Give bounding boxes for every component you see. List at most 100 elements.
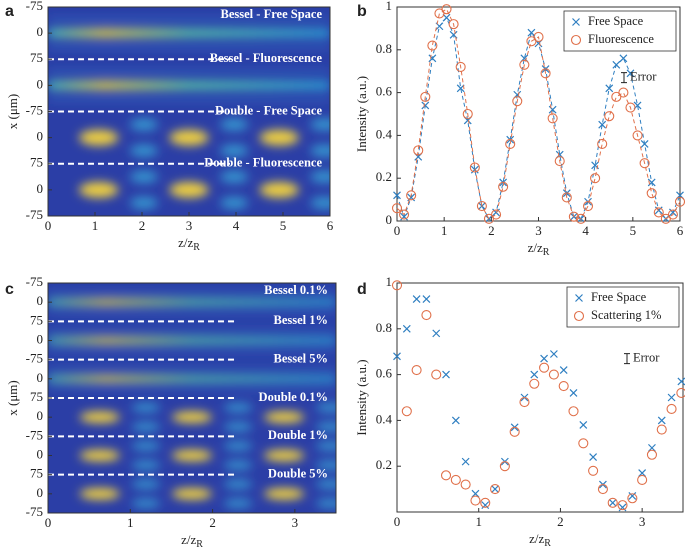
x-axis-label-main: z/z: [528, 240, 543, 255]
point-o: [519, 397, 530, 408]
legend-box: [563, 10, 677, 52]
y-tick-label: 0.2: [376, 457, 392, 472]
cross: [530, 370, 539, 379]
beam-spot: [264, 411, 305, 423]
x-tick-label: 3: [186, 218, 193, 233]
beam-lobe: [129, 196, 158, 210]
point-o: [448, 19, 459, 30]
cross: [491, 485, 499, 494]
beam-lobe: [310, 118, 330, 131]
cross: [422, 295, 431, 303]
point-o: [421, 310, 432, 321]
point-x: [422, 295, 431, 303]
cross: [608, 498, 617, 507]
cross: [549, 350, 558, 358]
beam-band: [48, 375, 336, 383]
point-o: [529, 378, 540, 389]
point-o: [561, 192, 572, 203]
point-x: [428, 54, 437, 63]
beam-lobe: [315, 498, 336, 509]
cross: [569, 388, 578, 397]
beam-band: [48, 28, 330, 38]
point-o: [480, 497, 491, 508]
point-x: [491, 485, 499, 494]
error-annotation: Error: [633, 350, 660, 364]
legend-box: [566, 286, 680, 328]
x-axis-label: z/zR: [181, 532, 203, 550]
x-axis-label-main: z/z: [529, 531, 544, 546]
point-o: [406, 190, 417, 201]
point-o: [617, 500, 628, 511]
point-x: [432, 329, 441, 338]
y-tick-label: 0.4: [376, 126, 393, 141]
series-line: [396, 8, 681, 220]
y-tick-label: 0: [37, 129, 44, 144]
row-label: Double 5%: [268, 467, 328, 481]
point-x: [412, 295, 421, 303]
point-o: [568, 211, 579, 222]
point-o: [568, 406, 579, 417]
y-tick-label: 1: [386, 274, 393, 289]
point-x: [569, 388, 578, 397]
point-o: [627, 493, 638, 504]
side-lobe: [48, 311, 336, 314]
cross: [428, 54, 437, 63]
beam-spot: [171, 411, 213, 423]
y-tick-label: 0: [37, 370, 44, 385]
cross: [432, 329, 441, 338]
cross: [667, 393, 676, 402]
cross: [647, 178, 656, 187]
point-x: [608, 498, 617, 507]
beam-spot: [171, 449, 213, 462]
point-o: [519, 59, 530, 70]
point-x: [612, 60, 621, 69]
beam-spot: [79, 129, 119, 146]
cross: [598, 120, 607, 129]
point-o: [509, 426, 520, 437]
y-tick-label: 0.6: [376, 366, 393, 381]
beam-lobe: [223, 498, 253, 509]
y-tick-label: 75: [30, 466, 43, 481]
beam-lobe: [220, 196, 249, 210]
point-o: [431, 369, 442, 380]
y-tick-label: -75: [26, 504, 43, 519]
point-o: [646, 449, 657, 460]
x-axis-label: z/zR: [178, 235, 200, 253]
beam-lobe: [131, 460, 161, 470]
y-axis-label: Intensity (a.u.): [354, 76, 369, 152]
point-o: [558, 380, 569, 392]
point-x: [626, 69, 635, 78]
y-tick-label: 0: [37, 76, 44, 91]
x-axis-label-main: z/z: [178, 235, 193, 250]
side-lobe: [48, 349, 336, 352]
heatmap-image: [48, 283, 336, 513]
x-tick-label: 3: [639, 514, 646, 529]
beam-lobe: [223, 422, 253, 432]
point-x: [579, 421, 588, 429]
point-o: [533, 31, 544, 43]
point-o: [401, 406, 412, 417]
y-tick-label: -75: [26, 427, 43, 442]
cross: [548, 105, 557, 114]
heatmap-image: [48, 7, 330, 216]
point-o: [570, 34, 582, 46]
point-o: [505, 138, 516, 150]
point-x: [451, 416, 460, 425]
x-tick-label: 1: [92, 218, 99, 233]
x-tick-label: 1: [127, 515, 134, 530]
point-x: [442, 13, 451, 22]
beam-lobe: [310, 196, 330, 210]
cross: [481, 501, 490, 510]
point-o: [632, 130, 643, 141]
point-o: [573, 310, 585, 322]
x-axis-label-sub: R: [193, 242, 200, 253]
cross: [442, 370, 450, 379]
row-label: Double 1%: [268, 428, 328, 442]
beam-spot: [169, 182, 209, 198]
cross: [402, 324, 411, 333]
x-tick-label: 0: [45, 515, 52, 530]
point-o: [597, 138, 608, 150]
beam-band: [48, 298, 336, 306]
error-annotation: Error: [630, 69, 657, 83]
